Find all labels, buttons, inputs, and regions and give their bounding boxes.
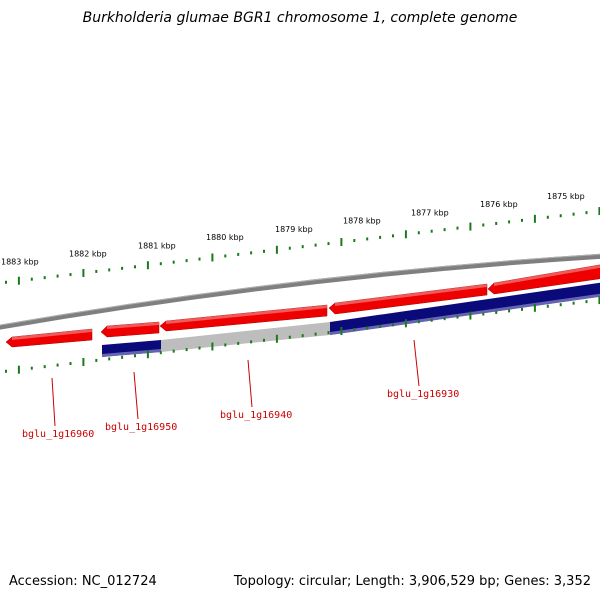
gene-highlight-4 <box>335 284 487 306</box>
scale-label: 1877 kbp <box>411 209 449 218</box>
leader-bglu_1g16960 <box>51 377 56 427</box>
gene-reverse-3[interactable] <box>330 282 600 335</box>
scale-label: 1879 kbp <box>275 225 313 234</box>
gene-highlight-3 <box>166 305 327 324</box>
gene-forward-5[interactable] <box>487 264 600 295</box>
gene-label-bglu_1g16960: bglu_1g16960 <box>22 429 94 440</box>
scale-label: 1878 kbp <box>343 217 381 226</box>
gene-bglu_1g16960[interactable] <box>5 328 93 348</box>
leader-bglu_1g16950 <box>133 371 139 420</box>
gene-bglu_1g16950[interactable] <box>100 321 160 338</box>
scale-label: 1876 kbp <box>480 200 518 209</box>
genome-stats-text: Topology: circular; Length: 3,906,529 bp… <box>233 574 591 589</box>
backbone-arc <box>0 253 600 330</box>
gene-bglu_1g16940[interactable] <box>159 304 328 332</box>
gene-label-bglu_1g16940: bglu_1g16940 <box>220 410 292 421</box>
scale-label: 1882 kbp <box>69 250 107 259</box>
gene-reverse-2[interactable] <box>161 322 330 352</box>
leader-bglu_1g16940 <box>247 359 253 408</box>
gene-label-bglu_1g16930: bglu_1g16930 <box>387 389 459 400</box>
gene-highlight-5 <box>494 264 600 286</box>
gene-reverse-3-shade <box>330 293 600 335</box>
gene-label-bglu_1g16950: bglu_1g16950 <box>105 422 177 433</box>
map-title: Burkholderia glumae BGR1 chromosome 1, c… <box>82 10 518 26</box>
scale-label: 1881 kbp <box>138 241 176 250</box>
scale-label: 1880 kbp <box>206 233 244 242</box>
leader-bglu_1g16930 <box>413 339 420 387</box>
scale-label: 1875 kbp <box>547 192 585 201</box>
scale-label: 1883 kbp <box>1 258 39 267</box>
accession-text: Accession: NC_012724 <box>9 574 157 589</box>
backbone-arc-highlight <box>0 253 600 326</box>
gene-bglu_1g16930[interactable] <box>328 283 488 315</box>
gene-highlight-2 <box>107 322 159 329</box>
gene-highlight-1 <box>12 329 92 340</box>
gene-reverse-1-shade <box>102 349 161 357</box>
